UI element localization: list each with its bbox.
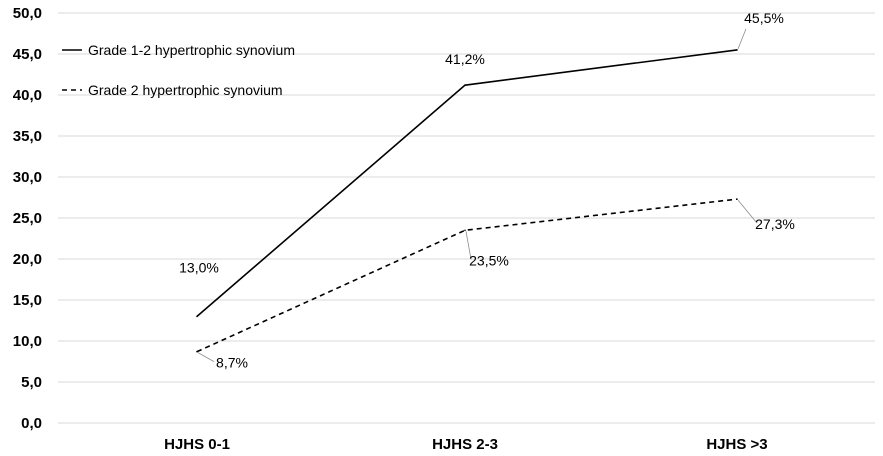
y-tick-label: 20,0 [13,251,42,268]
data-label: 27,3% [755,216,795,232]
legend: Grade 1-2 hypertrophic synovium Grade 2 h… [62,42,295,98]
series-line-2 [196,198,738,353]
x-category-label: HJHS 2-3 [432,436,498,453]
data-label-leader [737,28,747,50]
data-label: 13,0% [179,259,219,275]
y-tick-label: 40,0 [13,87,42,104]
y-tick-label: 50,0 [13,5,42,22]
data-label-leader [465,231,472,260]
legend-label: Grade 1-2 hypertrophic synovium [88,42,295,58]
label-leaders [197,28,758,363]
y-axis-ticks: 0,0 5,0 10,0 15,0 20,0 25,0 30,0 35,0 40,0 45,0 50… [13,5,42,432]
data-labels: 13,0% 41,2% 45,5% 8,7% 23,5% 27,3% [179,10,795,371]
y-tick-label: 25,0 [13,210,42,227]
y-tick-label: 15,0 [13,292,42,309]
data-label: 8,7% [216,355,248,371]
legend-label: Grade 2 hypertrophic synovium [88,82,283,98]
x-category-label: HJHS 0-1 [164,436,230,453]
data-label: 23,5% [469,252,509,268]
data-label-leader [737,199,758,224]
y-tick-label: 0,0 [21,415,42,432]
data-point [736,49,738,51]
x-category-label: HJHS >3 [706,436,767,453]
data-point [464,229,466,232]
series-lines [196,49,738,353]
x-axis-categories: HJHS 0-1 HJHS 2-3 HJHS >3 [164,436,768,453]
data-point [736,198,738,200]
data-point [464,84,466,86]
y-tick-label: 30,0 [13,169,42,186]
y-tick-label: 45,0 [13,46,42,63]
data-point [196,315,198,318]
data-label: 41,2% [445,51,485,67]
y-tick-label: 5,0 [21,374,42,391]
data-label-leader [197,352,215,363]
gridlines [58,12,875,424]
y-tick-label: 35,0 [13,128,42,145]
y-tick-label: 10,0 [13,333,42,350]
data-point [196,350,198,353]
data-label: 45,5% [744,10,784,26]
